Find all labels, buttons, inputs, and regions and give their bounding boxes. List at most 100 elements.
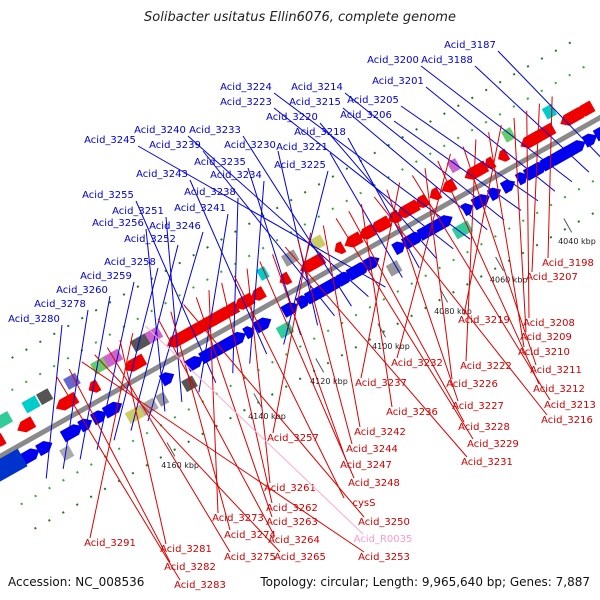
feature-box xyxy=(501,127,516,143)
lower-gene-label: Acid_3226 xyxy=(446,379,498,390)
upper-gene-label: Acid_3223 xyxy=(220,97,272,108)
forward-gene-arrow xyxy=(581,133,598,148)
feature-box xyxy=(144,326,164,344)
tick-mark xyxy=(563,218,573,233)
reverse-gene-arrow xyxy=(520,130,543,149)
upper-gene-label: Acid_3240 xyxy=(134,125,186,136)
lower-gene-label: Acid_3274 xyxy=(224,530,276,541)
upper-gene-label: Acid_3278 xyxy=(34,299,86,310)
upper-leader-line xyxy=(45,324,63,479)
reverse-gene-arrow xyxy=(387,209,403,224)
lower-gene-label: Acid_3253 xyxy=(358,552,410,563)
lower-leader-line xyxy=(56,375,181,581)
feature-box xyxy=(0,410,14,429)
lower-leader-line xyxy=(465,139,477,362)
lower-leader-line xyxy=(531,103,540,273)
feature-box xyxy=(280,249,300,267)
upper-leader-line xyxy=(273,92,471,240)
upper-leader-line xyxy=(425,86,556,192)
feature-box xyxy=(181,375,198,393)
forward-gene-arrow xyxy=(499,179,516,194)
lower-leader-line xyxy=(335,218,474,440)
lower-gene-label: Acid_3248 xyxy=(348,478,400,489)
lower-gene-label: Acid_3281 xyxy=(160,544,212,555)
lower-gene-label: Acid_3265 xyxy=(274,552,326,563)
reverse-gene-arrow xyxy=(441,178,458,193)
upper-leader-line xyxy=(329,152,403,278)
feature-box xyxy=(541,103,557,120)
lower-gene-label: Acid_3229 xyxy=(467,439,519,450)
forward-gene-arrow xyxy=(470,194,490,211)
lower-gene-label: Acid_3247 xyxy=(340,460,392,471)
upper-gene-label: Acid_3220 xyxy=(266,112,318,123)
track-rail xyxy=(0,65,585,398)
reverse-gene-arrow xyxy=(300,252,327,273)
forward-gene-arrow xyxy=(592,126,600,142)
accession-text: Accession: NC_008536 xyxy=(8,575,145,589)
upper-gene-label: Acid_3188 xyxy=(421,55,473,66)
lower-leader-line xyxy=(373,196,548,416)
lower-gene-label: Acid_3207 xyxy=(526,272,578,283)
upper-leader-line xyxy=(187,135,369,297)
tick-label: 4140 kbp xyxy=(248,412,286,421)
upper-leader-line xyxy=(400,105,539,202)
reverse-gene-arrow xyxy=(414,194,430,208)
lower-gene-label: Acid_3264 xyxy=(268,535,320,546)
upper-leader-line xyxy=(198,213,229,393)
tick-mark xyxy=(315,358,325,373)
lower-leader-line xyxy=(170,311,231,531)
lower-gene-label: Acid_3262 xyxy=(266,503,318,514)
lower-gene-label: Acid_3227 xyxy=(452,401,504,412)
lower-leader-line xyxy=(360,182,401,379)
feature-box xyxy=(385,260,403,277)
lower-leader-line xyxy=(221,282,273,504)
upper-gene-label: Acid_3235 xyxy=(194,157,246,168)
forward-gene-arrow xyxy=(522,161,547,181)
upper-leader-line xyxy=(347,137,420,269)
upper-leader-line xyxy=(96,281,135,450)
lower-leader-line xyxy=(526,110,530,319)
feature-box xyxy=(446,158,461,174)
upper-gene-label: Acid_3233 xyxy=(189,125,241,136)
lower-gene-label: Acid_3210 xyxy=(518,347,570,358)
feature-box xyxy=(21,395,41,414)
upper-gene-label: Acid_3258 xyxy=(104,257,156,268)
reverse-gene-arrow xyxy=(358,224,377,240)
lower-gene-label: cysS xyxy=(353,498,376,509)
forward-gene-arrow xyxy=(391,241,406,256)
lower-gene-label: Acid_3275 xyxy=(224,552,276,563)
lower-leader-line xyxy=(272,254,347,461)
upper-leader-line xyxy=(277,150,319,326)
upper-gene-label: Acid_3225 xyxy=(274,160,326,171)
upper-gene-label: Acid_3221 xyxy=(276,142,328,153)
feature-box xyxy=(155,391,170,407)
lower-gene-label: Acid_3231 xyxy=(461,457,513,468)
lower-leader-line xyxy=(513,117,527,333)
upper-gene-label: Acid_3215 xyxy=(289,97,341,108)
upper-gene-label: Acid_3239 xyxy=(149,140,201,151)
forward-gene-arrow xyxy=(59,424,83,443)
upper-gene-label: Acid_3241 xyxy=(174,203,226,214)
lower-gene-label: Acid_3291 xyxy=(84,538,136,549)
lower-gene-label: Acid_3236 xyxy=(386,407,438,418)
lower-gene-label: Acid_3237 xyxy=(355,378,407,389)
lower-gene-label: Acid_3219 xyxy=(458,315,510,326)
lower-gene-label: Acid_3282 xyxy=(164,562,216,573)
upper-gene-label: Acid_3246 xyxy=(149,221,201,232)
lower-leader-line xyxy=(157,318,275,536)
track-rail xyxy=(28,208,600,533)
lower-leader-line xyxy=(119,340,167,545)
reverse-gene-arrow xyxy=(0,432,7,447)
forward-gene-arrow xyxy=(184,356,204,372)
lower-leader-line xyxy=(94,354,281,553)
tick-mark xyxy=(253,393,263,408)
lower-gene-label: Acid_3208 xyxy=(523,318,575,329)
upper-gene-label: Acid_3252 xyxy=(124,234,176,245)
lower-leader-line xyxy=(246,268,271,484)
upper-gene-label: Acid_3200 xyxy=(367,55,419,66)
upper-leader-line xyxy=(273,107,454,250)
upper-gene-label: Acid_3280 xyxy=(8,314,60,325)
upper-gene-label: Acid_3245 xyxy=(84,135,136,146)
